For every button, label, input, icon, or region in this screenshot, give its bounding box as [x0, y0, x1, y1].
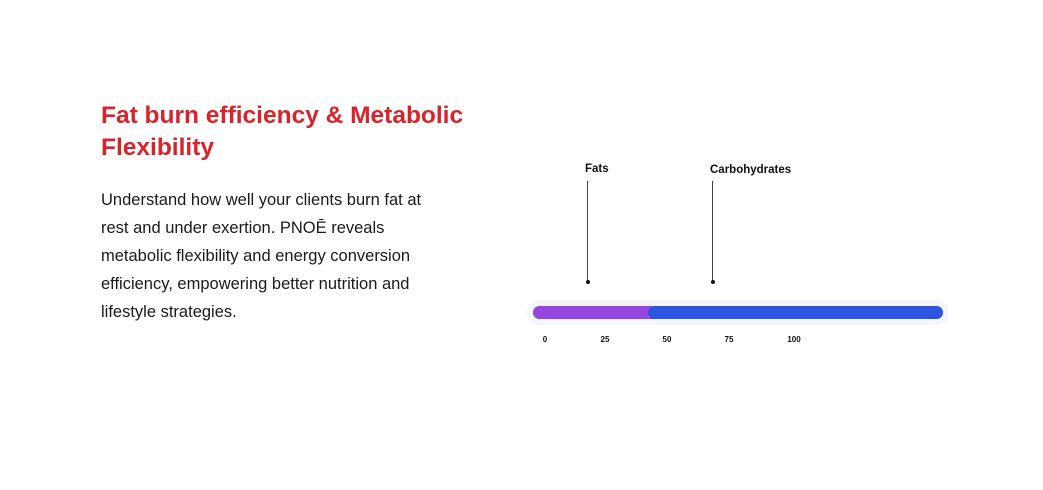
marker-label-fats: Fats — [585, 163, 609, 175]
fats-segment — [533, 306, 656, 319]
carbohydrates-segment — [647, 306, 943, 319]
tick-label: 0 — [542, 335, 548, 344]
marker-label-carbohydrates: Carbohydrates — [710, 164, 792, 176]
marker-dot-carbohydrates — [711, 280, 715, 284]
tick-label: 75 — [724, 335, 734, 344]
tick-label: 100 — [787, 335, 801, 344]
fuel-bar — [533, 306, 943, 319]
tick-label: 25 — [600, 335, 610, 344]
tick-label: 50 — [662, 335, 672, 344]
section-description: Understand how well your clients burn fa… — [101, 191, 422, 321]
marker-line-fats — [587, 181, 588, 281]
section-title: Fat burn efficiency & Metabolic Flexibil… — [101, 102, 464, 161]
marker-line-carbohydrates — [712, 181, 713, 281]
marker-dot-fats — [586, 280, 590, 284]
